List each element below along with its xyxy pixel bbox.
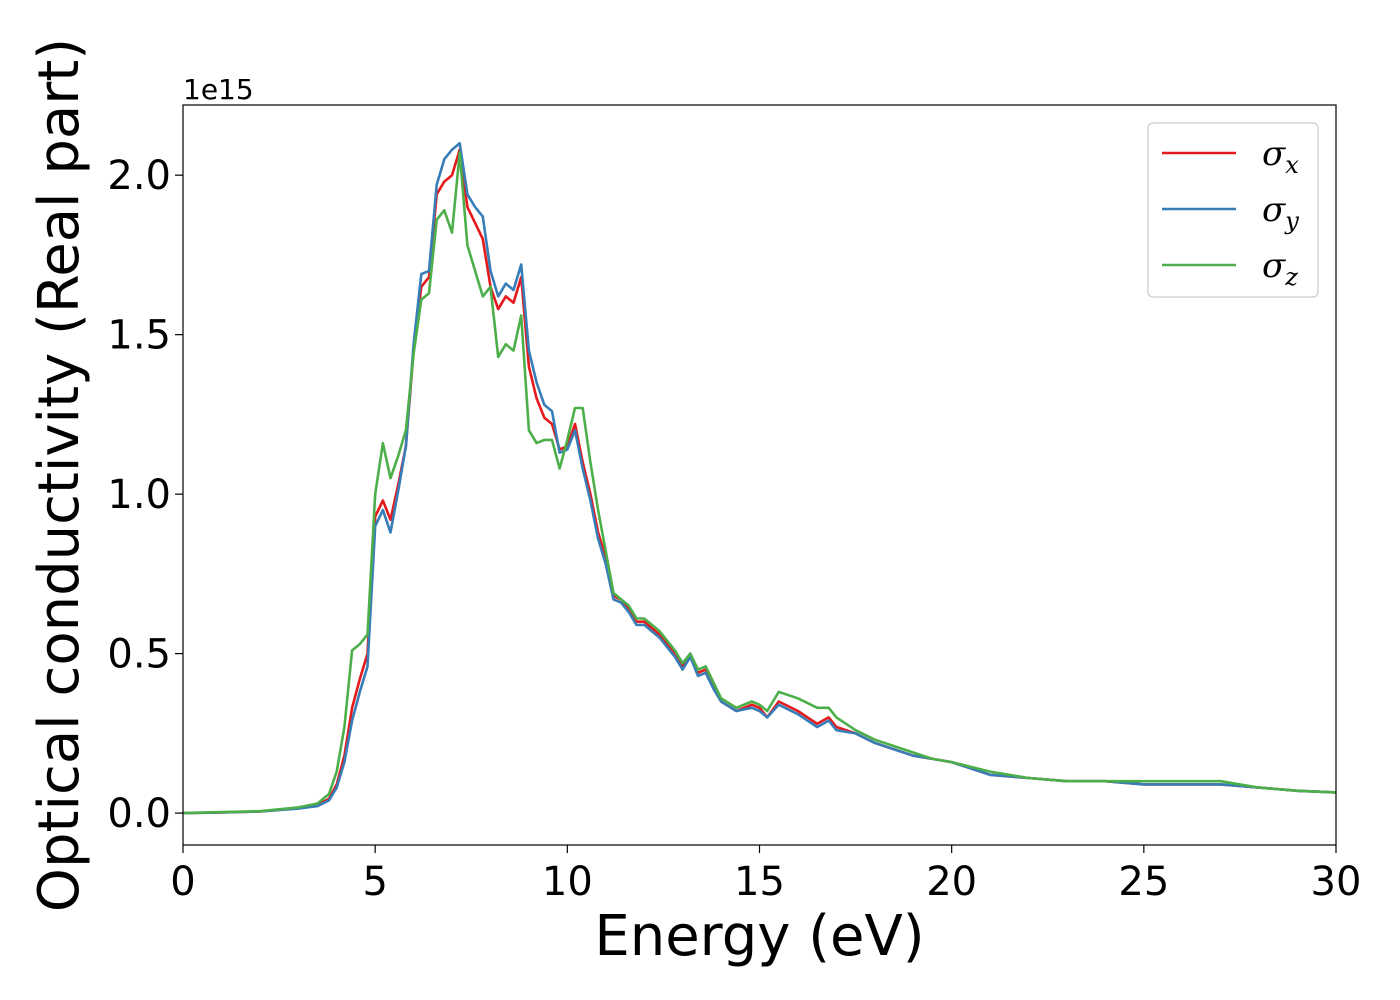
x-tick-label: 25 — [1118, 859, 1169, 905]
legend-label-x: σx — [1262, 134, 1299, 179]
x-tick-label: 0 — [170, 859, 195, 905]
y-axis-title: Optical conductivity (Real part) — [27, 38, 92, 912]
legend-label-subscript: x — [1285, 151, 1299, 179]
y-tick-label: 1.5 — [107, 313, 171, 359]
x-tick-label: 20 — [926, 859, 977, 905]
legend-label-base: σ — [1262, 134, 1286, 174]
series-layer — [183, 142, 1336, 815]
tick-layer: 0 5 10 15 20 25 30 0.0 0.5 1.0 1.5 2.0 — [107, 153, 1361, 905]
series-line-z — [183, 151, 1336, 815]
x-tick-label: 10 — [542, 859, 593, 905]
x-axis-title: Energy (eV) — [594, 904, 924, 969]
x-tick-label: 5 — [362, 859, 387, 905]
y-tick-label: 0.5 — [107, 632, 171, 678]
legend-label-base: σ — [1262, 190, 1286, 230]
legend-label-z: σz — [1262, 246, 1298, 291]
legend-label-base: σ — [1262, 246, 1286, 286]
legend-label-y: σy — [1262, 190, 1299, 235]
y-tick-label: 0.0 — [107, 791, 171, 837]
x-tick-label: 30 — [1311, 859, 1362, 905]
legend-label-subscript: z — [1284, 263, 1298, 291]
x-tick-label: 15 — [734, 859, 785, 905]
y-offset-label: 1e15 — [183, 73, 254, 106]
y-tick-label: 2.0 — [107, 153, 171, 199]
series-line-y — [183, 142, 1336, 815]
legend-label-subscript: y — [1284, 207, 1299, 235]
y-tick-label: 1.0 — [107, 472, 171, 518]
